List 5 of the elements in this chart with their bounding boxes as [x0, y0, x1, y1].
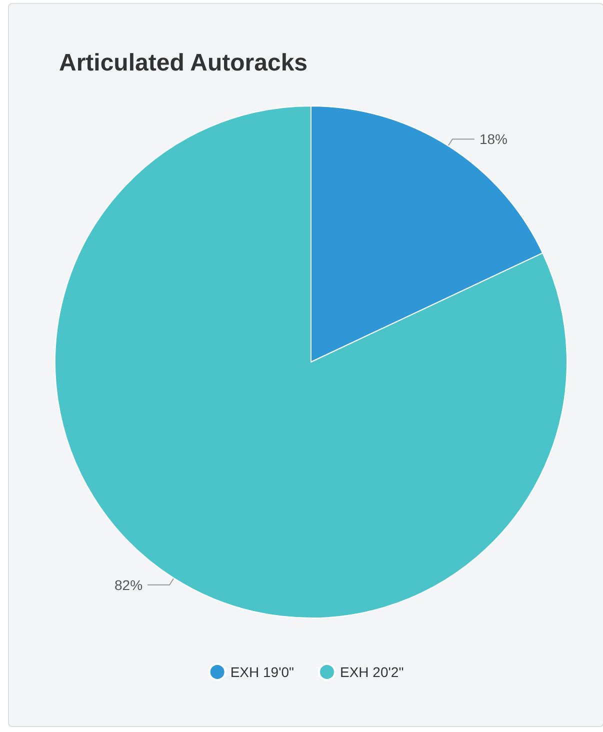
chart-title: Articulated Autoracks	[59, 50, 308, 76]
data-label: 18%	[479, 131, 508, 148]
data-label: 82%	[114, 576, 143, 593]
legend-label: EXH 19'0"	[230, 664, 294, 680]
legend-label: EXH 20'2"	[340, 664, 404, 680]
